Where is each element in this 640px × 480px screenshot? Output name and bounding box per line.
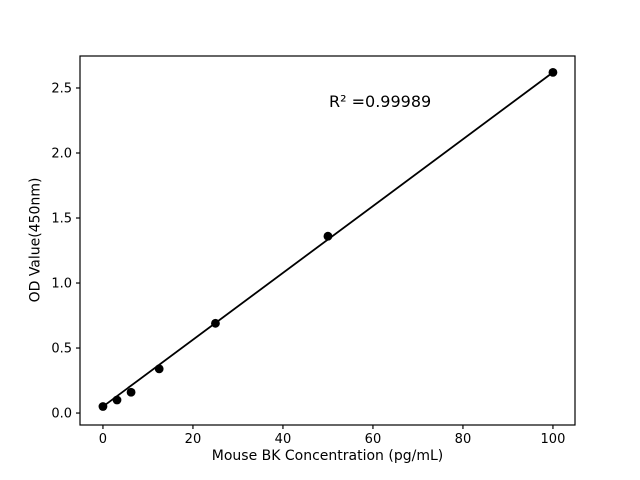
x-tick-label: 40 — [275, 432, 292, 447]
x-tick-label: 20 — [185, 432, 202, 447]
data-point — [126, 387, 136, 397]
data-point — [98, 402, 108, 411]
y-tick-label: 1.5 — [51, 212, 72, 227]
x-tick-label: 0 — [99, 432, 107, 447]
x-tick-label: 80 — [455, 432, 472, 447]
data-point — [548, 67, 558, 77]
x-tick-label: 100 — [541, 432, 566, 447]
r-squared-annotation: R² =0.99989 — [329, 92, 432, 111]
data-point — [112, 395, 122, 405]
y-tick-label: 0.0 — [51, 407, 72, 422]
x-tick-label: 60 — [365, 432, 382, 447]
data-point — [323, 231, 333, 241]
y-tick-label: 1.0 — [51, 277, 72, 292]
y-tick-label: 2.5 — [51, 81, 72, 96]
axes-frame — [79, 55, 576, 426]
x-axis-label: Mouse BK Concentration (pg/mL) — [211, 448, 444, 464]
data-point — [211, 318, 220, 328]
y-tick-label: 0.5 — [51, 342, 72, 357]
y-axis-label: OD Value(450nm) — [27, 177, 44, 303]
data-point — [154, 364, 164, 374]
y-axis-label-column: OD Value(450nm) — [15, 0, 55, 480]
y-tick-label: 2.0 — [51, 146, 72, 161]
